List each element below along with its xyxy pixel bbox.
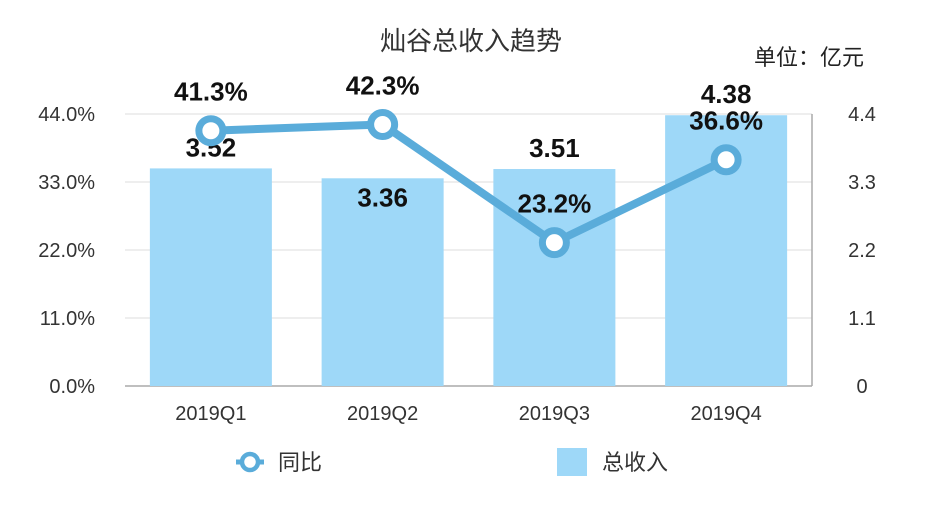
category-label: 2019Q1: [175, 403, 246, 425]
chart-title: 灿谷总收入趋势: [380, 27, 562, 57]
unit-label: 单位：亿元: [754, 46, 864, 71]
legend-bar-swatch: [557, 448, 587, 476]
yoy-line-label: 42.3%: [346, 71, 420, 101]
revenue-bar: [493, 169, 616, 386]
revenue-bars: [149, 115, 788, 387]
legend-item-revenue: 总收入: [557, 448, 668, 476]
category-label: 2019Q2: [347, 403, 418, 425]
right-axis-tick-label: 0: [856, 376, 867, 398]
legend-revenue-label: 总收入: [602, 451, 668, 476]
category-label: 2019Q4: [691, 403, 762, 425]
left-axis-ticks: 0.0% 11.0% 22.0% 33.0% 44.0%: [38, 104, 95, 398]
yoy-line-label: 36.6%: [689, 106, 763, 136]
left-axis-tick-label: 0.0%: [49, 376, 95, 398]
left-axis-tick-label: 22.0%: [38, 240, 95, 262]
yoy-line-labels: 41.3% 42.3% 23.2% 36.6%: [174, 71, 763, 219]
yoy-line-path: [210, 120, 728, 247]
left-axis-tick-label: 44.0%: [38, 104, 95, 126]
yoy-line-point: [367, 109, 399, 141]
legend-line-point: [239, 451, 261, 473]
right-axis-ticks: 0 1.1 2.2 3.3 4.4: [848, 104, 876, 398]
revenue-bar: [321, 178, 444, 386]
revenue-bar-label: 3.51: [529, 133, 580, 163]
right-axis-tick-label: 2.2: [848, 240, 876, 262]
category-label: 2019Q3: [519, 403, 590, 425]
revenue-bar: [149, 168, 272, 386]
right-axis-tick-label: 3.3: [848, 172, 876, 194]
yoy-line-label: 23.2%: [518, 189, 592, 219]
right-axis-tick-label: 1.1: [848, 308, 876, 330]
revenue-bar-labels: 3.523.363.514.38: [186, 79, 752, 212]
legend-yoy-label: 同比: [278, 451, 322, 476]
left-axis-tick-label: 11.0%: [40, 308, 95, 330]
yoy-line-point: [710, 144, 742, 176]
yoy-line-label: 41.3%: [174, 77, 248, 107]
left-axis-tick-label: 33.0%: [38, 172, 95, 194]
category-labels: 2019Q1 2019Q2 2019Q3 2019Q4: [175, 403, 761, 425]
yoy-line-point: [538, 227, 570, 259]
revenue-bar-label: 3.36: [357, 182, 408, 212]
right-axis-tick-label: 4.4: [848, 104, 876, 126]
yoy-line-point: [195, 115, 227, 147]
yoy-line: [195, 109, 742, 259]
legend-item-yoy: 同比: [236, 451, 322, 476]
revenue-bar-label: 4.38: [701, 79, 752, 109]
legend: 同比 总收入: [236, 448, 668, 476]
